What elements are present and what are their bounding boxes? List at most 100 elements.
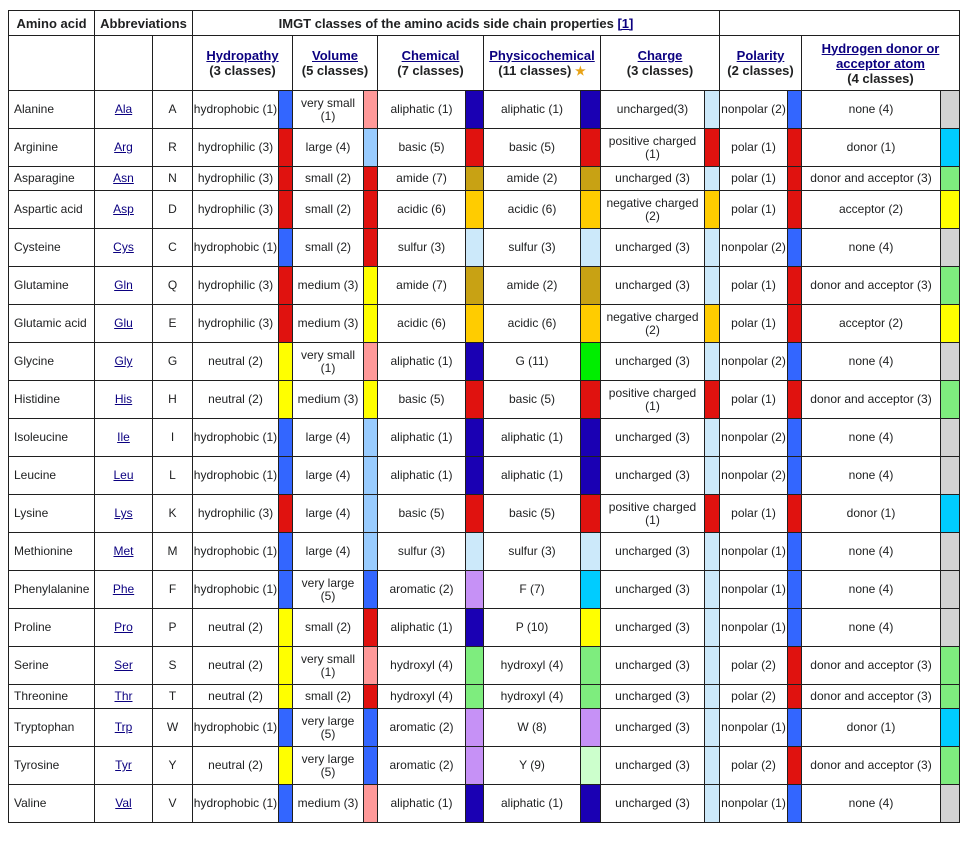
abbr3-link-cell: His — [94, 380, 153, 419]
polarity-link[interactable]: Polarity — [736, 48, 785, 63]
charge-value: negative charged (2) — [600, 190, 705, 229]
hydropathy-swatch — [278, 342, 293, 381]
abbr3-link[interactable]: Asp — [113, 202, 134, 216]
hbond-swatch — [940, 494, 960, 533]
abbr3-link[interactable]: Ile — [117, 430, 130, 444]
polarity-value: polar (1) — [719, 128, 788, 167]
chemical-value: aromatic (2) — [377, 570, 466, 609]
hydropathy-value: hydrophilic (3) — [192, 128, 279, 167]
physicochemical-count: (11 classes) — [498, 62, 572, 78]
abbr3-link[interactable]: Glu — [114, 316, 133, 330]
charge-swatch — [704, 494, 720, 533]
abbr3-link[interactable]: His — [114, 392, 133, 406]
hydropathy-link[interactable]: Hydropathy — [206, 48, 279, 63]
polarity-swatch — [787, 608, 802, 647]
volume-swatch — [363, 166, 378, 191]
charge-value: positive charged (1) — [600, 128, 705, 167]
volume-value: small (2) — [292, 166, 364, 191]
charge-value: negative charged (2) — [600, 304, 705, 343]
abbr3-link[interactable]: Val — [115, 796, 132, 810]
amino-acid-name: Proline — [8, 608, 95, 647]
abbr3-link[interactable]: Leu — [113, 468, 134, 482]
physicochemical-value: sulfur (3) — [483, 228, 581, 267]
physicochemical-value: acidic (6) — [483, 304, 581, 343]
hydropathy-value: hydrophobic (1) — [192, 456, 279, 495]
physicochemical-link[interactable]: Physicochemical — [489, 47, 595, 63]
volume-value: large (4) — [292, 418, 364, 457]
hydrogen-donor-acceptor-link[interactable]: Hydrogen donor or acceptor atom — [821, 40, 940, 71]
polarity-count: (2 classes) — [727, 63, 794, 78]
abbr3-link[interactable]: Cys — [113, 240, 134, 254]
abbr3-link-cell: Leu — [94, 456, 153, 495]
hbond-swatch — [940, 266, 960, 305]
hydropathy-value: neutral (2) — [192, 608, 279, 647]
hydropathy-value: hydrophilic (3) — [192, 304, 279, 343]
charge-swatch — [704, 708, 720, 747]
abbr3-link[interactable]: Tyr — [115, 758, 132, 772]
abbr3-link[interactable]: Asn — [113, 171, 134, 185]
abbr3-link-cell: Gly — [94, 342, 153, 381]
abbr3-link[interactable]: Ser — [114, 658, 133, 672]
hydropathy-swatch — [278, 418, 293, 457]
hbond-swatch — [940, 304, 960, 343]
abbr3-link-cell: Tyr — [94, 746, 153, 785]
polarity-value: polar (1) — [719, 190, 788, 229]
amino-acid-name: Valine — [8, 784, 95, 823]
abbr1: S — [152, 646, 193, 685]
hydropathy-swatch — [278, 684, 293, 709]
abbr3-link[interactable]: Gln — [114, 278, 133, 292]
charge-value: uncharged (3) — [600, 342, 705, 381]
header-polarity: Polarity (2 classes) — [719, 35, 802, 91]
header-chemical: Chemical (7 classes) — [377, 35, 484, 91]
volume-swatch — [363, 684, 378, 709]
hbond-swatch — [940, 90, 960, 129]
volume-link[interactable]: Volume — [312, 48, 358, 63]
abbr3-link-cell: Asn — [94, 166, 153, 191]
hydropathy-value: neutral (2) — [192, 684, 279, 709]
hbond-swatch — [940, 570, 960, 609]
chemical-link[interactable]: Chemical — [401, 48, 460, 63]
star-icon[interactable]: ★ — [574, 63, 586, 78]
polarity-swatch — [787, 228, 802, 267]
polarity-swatch — [787, 784, 802, 823]
polarity-value: polar (2) — [719, 646, 788, 685]
charge-swatch — [704, 380, 720, 419]
abbr3-link[interactable]: Arg — [114, 140, 133, 154]
abbr3-link[interactable]: Gly — [114, 354, 133, 368]
charge-swatch — [704, 608, 720, 647]
physicochemical-value: hydroxyl (4) — [483, 684, 581, 709]
abbr3-link[interactable]: Trp — [114, 720, 133, 734]
abbr3-link-cell: Cys — [94, 228, 153, 267]
polarity-value: nonpolar (1) — [719, 608, 788, 647]
abbr3-link[interactable]: Ala — [114, 102, 133, 116]
charge-value: uncharged (3) — [600, 228, 705, 267]
abbr3-link[interactable]: Met — [113, 544, 134, 558]
abbr3-link[interactable]: Lys — [114, 506, 133, 520]
polarity-value: polar (2) — [719, 684, 788, 709]
abbr3-link[interactable]: Pro — [114, 620, 133, 634]
charge-link[interactable]: Charge — [637, 48, 683, 63]
hydropathy-count: (3 classes) — [209, 63, 276, 78]
charge-value: uncharged (3) — [600, 266, 705, 305]
hbond-swatch — [940, 190, 960, 229]
volume-swatch — [363, 456, 378, 495]
polarity-swatch — [787, 190, 802, 229]
abbr3-link[interactable]: Thr — [114, 689, 133, 703]
hydropathy-swatch — [278, 494, 293, 533]
hbond-value: donor (1) — [801, 494, 941, 533]
hydropathy-value: neutral (2) — [192, 380, 279, 419]
abbr3-link[interactable]: Phe — [112, 582, 135, 596]
reference-link[interactable]: [1] — [617, 15, 634, 31]
volume-value: small (2) — [292, 228, 364, 267]
hydropathy-swatch — [278, 708, 293, 747]
volume-value: small (2) — [292, 190, 364, 229]
abbr1: Y — [152, 746, 193, 785]
chemical-value: aliphatic (1) — [377, 784, 466, 823]
hbond-swatch — [940, 684, 960, 709]
volume-value: very small (1) — [292, 90, 364, 129]
